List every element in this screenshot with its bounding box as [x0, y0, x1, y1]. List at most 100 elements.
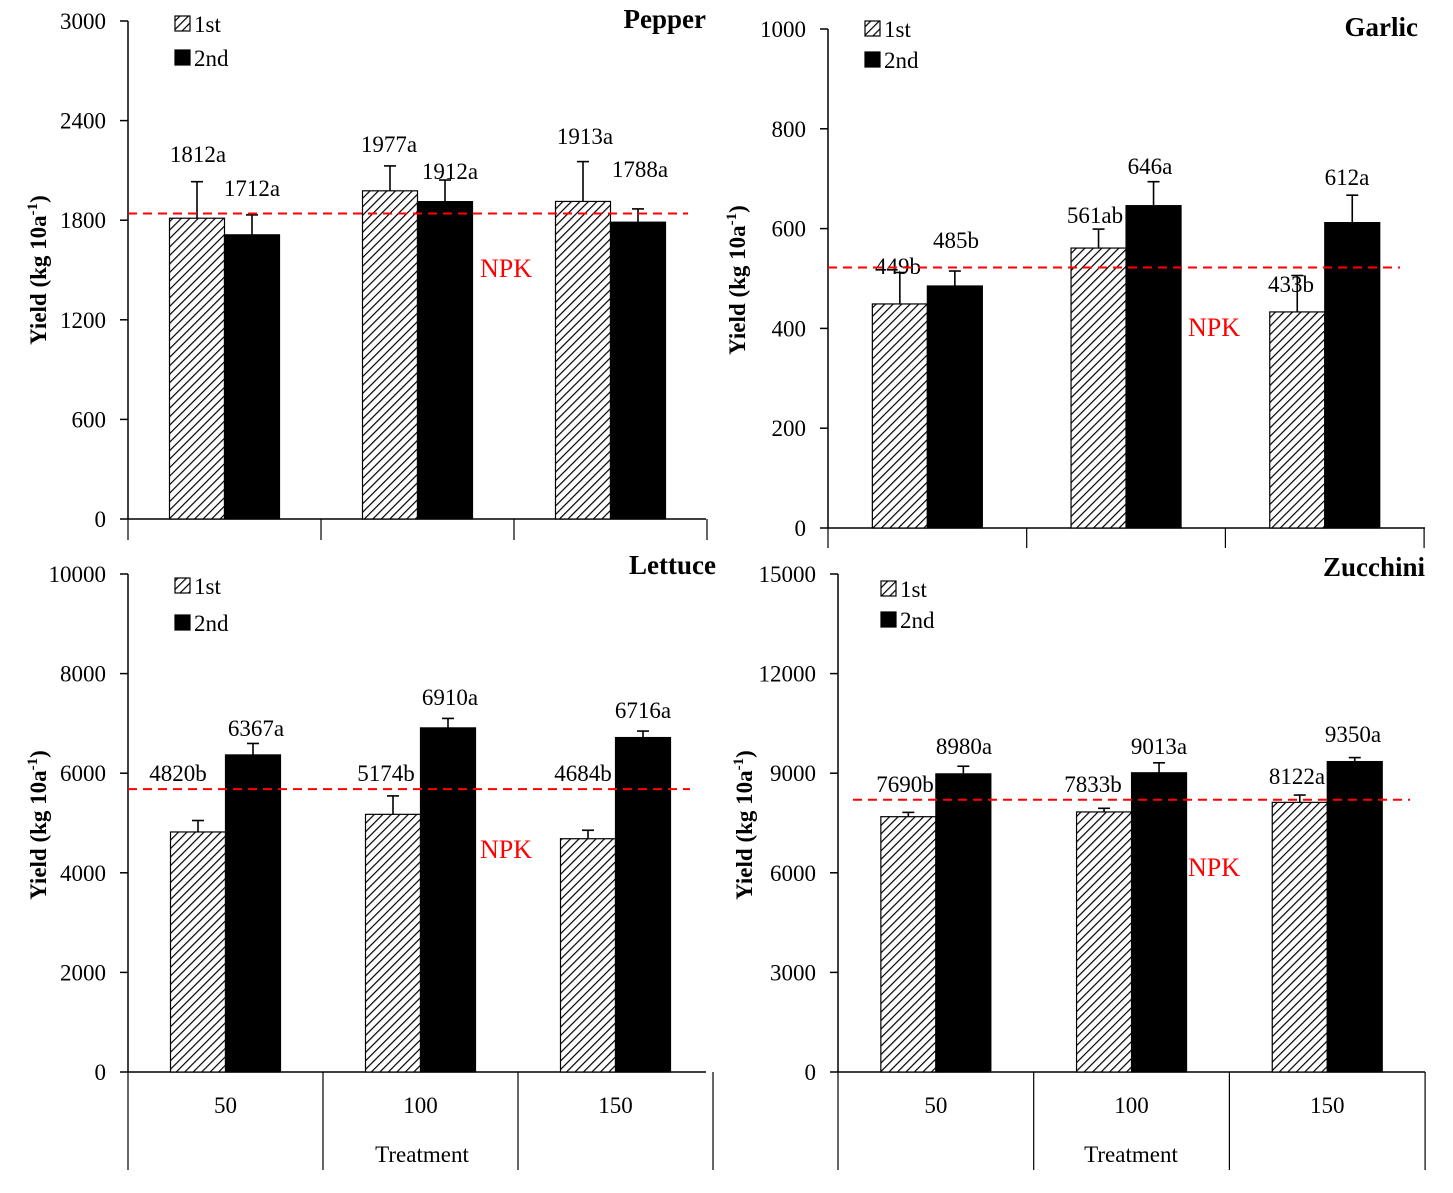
data-label: 485b [933, 228, 979, 253]
legend-label: 1st [884, 17, 911, 42]
data-label: 1788a [612, 157, 668, 182]
data-label: 561ab [1067, 203, 1123, 228]
data-label: 6716a [615, 698, 671, 723]
bar-2nd-150 [1326, 760, 1383, 1073]
x-tick-label: 50 [214, 1093, 237, 1118]
bar-2nd-150 [614, 736, 672, 1073]
legend-label: 2nd [194, 611, 229, 636]
data-label: 8980a [936, 734, 992, 759]
x-tick-label: 100 [403, 1093, 438, 1118]
y-tick-label: 1800 [60, 208, 106, 233]
y-tick-label: 0 [795, 516, 807, 541]
legend-swatch-2nd [174, 614, 191, 631]
legend-label: 1st [194, 12, 221, 37]
chart-panel-lettuce: 0 2000 4000 6000 8000 10000 4820b 6367a 50 5174b 6… [25, 550, 716, 1170]
bar-1st-100 [364, 813, 422, 1073]
legend-label: 2nd [900, 608, 935, 633]
chart-title: Zucchini [1323, 552, 1426, 582]
y-tick-label: 1200 [60, 308, 106, 333]
npk-label: NPK [1188, 313, 1240, 342]
bar-1st-50 [169, 831, 227, 1073]
chart-title: Garlic [1345, 12, 1418, 42]
y-tick-label: 0 [805, 1060, 817, 1085]
npk-label: NPK [1188, 853, 1240, 882]
y-tick-label: 3000 [60, 9, 106, 34]
y-axis-label: Yield (kg 10a-1) [25, 750, 51, 900]
legend-swatch-2nd [864, 51, 881, 68]
bar-1st-100 [1070, 247, 1127, 529]
chart-title: Lettuce [629, 550, 716, 580]
y-tick-label: 600 [72, 407, 107, 432]
y-tick-label: 400 [772, 316, 807, 341]
npk-label: NPK [480, 835, 532, 864]
data-label: 6367a [228, 716, 284, 741]
y-tick-label: 1000 [760, 17, 806, 42]
y-tick-label: 15000 [759, 562, 817, 587]
chart-title: Pepper [624, 4, 706, 34]
legend-label: 2nd [884, 48, 919, 73]
bar-2nd-100 [1130, 772, 1188, 1073]
bar-1st-150 [1271, 801, 1328, 1073]
y-tick-label: 2400 [60, 109, 106, 134]
data-label: 8122a [1269, 764, 1325, 789]
y-tick-label: 6000 [770, 861, 816, 886]
bar-2nd-50 [926, 285, 983, 529]
bar-1st-50 [880, 816, 937, 1073]
legend-swatch-1st [174, 15, 191, 32]
x-tick-label: 50 [924, 1093, 947, 1118]
legend-swatch-1st [174, 577, 191, 594]
y-tick-label: 0 [95, 1060, 107, 1085]
x-axis-label: Treatment [1084, 1142, 1178, 1167]
y-tick-label: 10000 [49, 562, 107, 587]
y-tick-label: 0 [95, 507, 107, 532]
bar-1st-50 [871, 303, 928, 529]
data-label: 646a [1128, 154, 1173, 179]
y-tick-label: 2000 [60, 960, 106, 985]
bar-2nd-50 [935, 773, 992, 1073]
legend-label: 2nd [194, 46, 229, 71]
data-label: 1812a [170, 142, 226, 167]
data-label: 9350a [1325, 722, 1381, 747]
y-axis-label: Yield (kg 10a-1) [724, 205, 750, 355]
legend-swatch-1st [880, 580, 897, 597]
y-tick-label: 6000 [60, 761, 106, 786]
npk-label: NPK [480, 254, 532, 283]
y-tick-label: 200 [772, 416, 807, 441]
y-tick-label: 4000 [60, 861, 106, 886]
data-label: 4820b [149, 761, 207, 786]
data-label: 7690b [876, 772, 934, 797]
data-label: 1977a [361, 132, 417, 157]
legend-swatch-1st [864, 20, 881, 37]
bar-2nd-150 [609, 221, 667, 520]
x-axis-label: Treatment [375, 1142, 469, 1167]
data-label: 4684b [554, 761, 612, 786]
bar-1st-100 [1075, 811, 1133, 1073]
data-label: 9013a [1131, 734, 1187, 759]
data-label: 433b [1268, 272, 1314, 297]
data-label: 612a [1325, 165, 1370, 190]
x-tick-label: 150 [598, 1093, 633, 1118]
x-tick-label: 100 [1114, 1093, 1149, 1118]
bar-2nd-100 [416, 201, 474, 520]
legend-label: 1st [900, 577, 927, 602]
data-label: 1912a [422, 159, 478, 184]
bar-1st-150 [554, 200, 612, 520]
bar-2nd-50 [224, 754, 282, 1073]
y-axis-label: Yield (kg 10a-1) [731, 750, 757, 900]
y-tick-label: 800 [772, 117, 807, 142]
bar-2nd-100 [1125, 205, 1182, 529]
x-tick-label: 150 [1310, 1093, 1345, 1118]
bar-1st-150 [1269, 311, 1326, 529]
y-tick-label: 3000 [770, 960, 816, 985]
legend-label: 1st [194, 574, 221, 599]
bar-1st-150 [559, 838, 617, 1073]
bar-2nd-100 [419, 727, 477, 1073]
bar-2nd-50 [223, 234, 281, 520]
chart-panel-pepper: 0 600 1200 1800 2400 3000 1812a 1712a 1977a1912a… [25, 4, 708, 540]
data-label: 449b [875, 254, 921, 279]
bar-1st-100 [361, 190, 419, 520]
y-tick-label: 8000 [60, 662, 106, 687]
